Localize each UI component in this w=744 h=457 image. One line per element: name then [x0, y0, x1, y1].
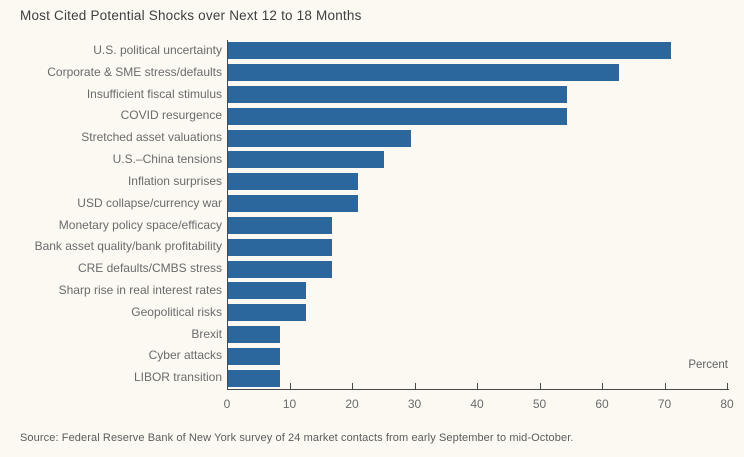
- x-axis-unit-label: Percent: [688, 359, 728, 371]
- bar: [228, 304, 307, 322]
- category-label: Bank asset quality/bank profitability: [34, 239, 222, 254]
- bar: [228, 42, 671, 60]
- bar: [228, 64, 619, 82]
- x-tick-label: 50: [532, 397, 547, 411]
- x-tick-mark: [539, 383, 541, 389]
- x-axis-line: [227, 389, 729, 390]
- x-tick-mark: [664, 383, 666, 389]
- x-tick-label: 0: [223, 397, 231, 411]
- category-label: COVID resurgence: [120, 108, 222, 123]
- bar: [228, 347, 280, 365]
- x-tick-mark: [727, 383, 728, 389]
- bar: [228, 282, 307, 300]
- category-label: Brexit: [191, 326, 222, 341]
- category-label: USD collapse/currency war: [77, 195, 222, 210]
- bar: [228, 86, 567, 104]
- bar: [228, 260, 333, 278]
- category-label: Monetary policy space/efficacy: [58, 217, 222, 232]
- x-tick-mark: [289, 383, 291, 389]
- y-axis-line: [227, 40, 228, 389]
- bar: [228, 173, 358, 191]
- x-tick-mark: [477, 383, 478, 389]
- category-label: U.S. political uncertainty: [93, 43, 222, 57]
- bar: [228, 238, 333, 256]
- category-label: Sharp rise in real interest rates: [58, 282, 222, 297]
- bar: [228, 195, 358, 213]
- x-tick-label: 80: [720, 397, 734, 411]
- chart-title: Most Cited Potential Shocks over Next 12…: [20, 8, 362, 23]
- x-tick-mark: [602, 383, 603, 389]
- category-label: Corporate & SME stress/defaults: [47, 64, 222, 79]
- category-label: Inflation surprises: [127, 173, 222, 188]
- bar: [228, 369, 280, 387]
- x-tick-label: 40: [470, 397, 484, 411]
- category-label: Stretched asset valuations: [81, 130, 222, 145]
- source-note: Source: Federal Reserve Bank of New York…: [20, 432, 574, 444]
- category-label: Insufficient fiscal stimulus: [86, 86, 222, 101]
- bar: [228, 325, 280, 343]
- bar: [228, 107, 567, 125]
- category-label: CRE defaults/CMBS stress: [77, 261, 222, 276]
- category-label: Geopolitical risks: [131, 304, 222, 319]
- x-tick-label: 30: [407, 397, 422, 411]
- x-tick-label: 60: [595, 397, 609, 411]
- bar: [228, 129, 411, 147]
- x-tick-label: 70: [657, 397, 672, 411]
- category-label: Cyber attacks: [148, 348, 222, 363]
- bar: [228, 151, 385, 169]
- x-tick-mark: [414, 383, 416, 389]
- category-label: LIBOR transition: [133, 370, 222, 385]
- x-tick-mark: [352, 383, 353, 389]
- x-tick-label: 10: [282, 397, 297, 411]
- x-tick-label: 20: [345, 397, 359, 411]
- bar: [228, 216, 333, 234]
- category-label: U.S.–China tensions: [112, 152, 222, 167]
- x-tick-mark: [227, 383, 228, 389]
